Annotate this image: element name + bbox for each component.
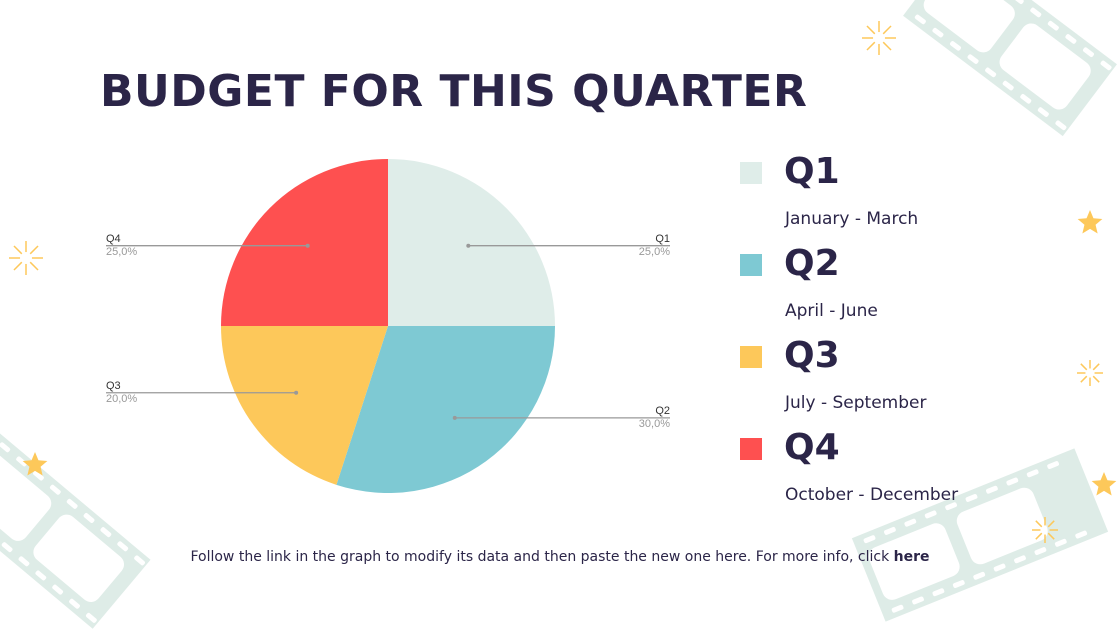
data-label-value: 25,0% — [106, 245, 138, 258]
legend-item-q4: Q4 October - December — [740, 427, 958, 505]
footer-note: Follow the link in the graph to modify i… — [0, 548, 1120, 566]
legend-label: Q1 — [784, 151, 840, 192]
legend-item-q2: Q2 April - June — [740, 243, 878, 321]
legend-description: April - June — [785, 301, 878, 321]
pie-slice-q3 — [221, 326, 388, 485]
legend-item-q1: Q1 January - March — [740, 151, 918, 229]
data-label-value: 20,0% — [106, 392, 138, 405]
film-strip — [903, 0, 1117, 137]
star-icon — [1077, 210, 1103, 234]
star-icon — [22, 452, 48, 476]
data-label: Q3 20,0% — [106, 380, 137, 406]
legend-swatch — [740, 346, 762, 368]
legend-label: Q3 — [784, 335, 840, 376]
star-icon — [1091, 472, 1117, 496]
more-info-link[interactable]: here — [893, 549, 930, 565]
data-label-name: Q4 — [106, 232, 121, 245]
pie-slice-q2 — [336, 326, 555, 494]
sparkle-icon — [862, 21, 896, 55]
data-label-name: Q3 — [106, 379, 121, 392]
leader-dot — [305, 243, 310, 248]
legend-swatch — [740, 254, 762, 276]
film-strip — [851, 448, 1109, 622]
legend-item-q3: Q3 July - September — [740, 335, 926, 413]
data-label-value: 25,0% — [638, 245, 670, 258]
leader-dot — [294, 390, 299, 395]
pie-slice-q4 — [221, 159, 388, 326]
legend-description: January - March — [785, 209, 919, 229]
leader-dot — [466, 243, 471, 248]
data-label-name: Q2 — [655, 404, 670, 417]
leader-dot — [452, 415, 457, 420]
legend-label: Q2 — [784, 243, 840, 284]
pie-slice-q1 — [388, 159, 555, 326]
film-strip — [0, 431, 151, 629]
page-title: BUDGET FOR THIS QUARTER — [100, 66, 808, 117]
data-label: Q1 25,0% — [639, 233, 670, 259]
sparkle-icon — [1032, 517, 1058, 543]
data-label-value: 30,0% — [638, 417, 670, 430]
legend-description: October - December — [785, 485, 959, 505]
legend-swatch — [740, 438, 762, 460]
legend-label: Q4 — [784, 427, 840, 468]
sparkle-icon — [1077, 360, 1103, 386]
legend-swatch — [740, 162, 762, 184]
data-label: Q2 30,0% — [639, 405, 670, 431]
data-label-name: Q1 — [655, 232, 670, 245]
sparkle-icon — [9, 241, 43, 275]
footer-text: Follow the link in the graph to modify i… — [190, 549, 894, 565]
legend-description: July - September — [785, 393, 927, 413]
data-label: Q4 25,0% — [106, 233, 137, 259]
